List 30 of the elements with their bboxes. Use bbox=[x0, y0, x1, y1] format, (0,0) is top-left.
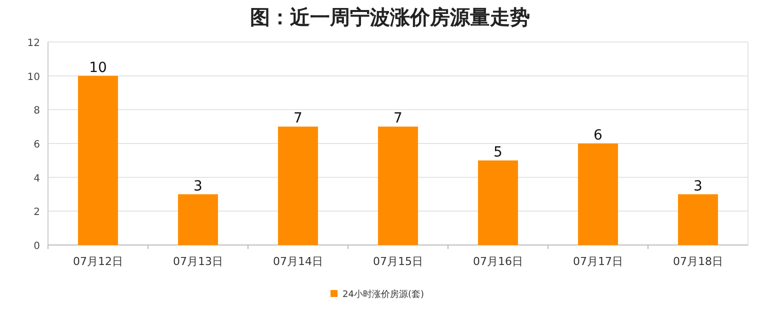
data-label: 7 bbox=[394, 110, 402, 127]
y-tick-label: 2 bbox=[34, 207, 40, 218]
x-tick-label: 07月18日 bbox=[673, 255, 723, 268]
y-tick-label: 8 bbox=[34, 106, 40, 117]
x-tick-label: 07月12日 bbox=[73, 255, 123, 268]
bar bbox=[478, 160, 518, 245]
data-label: 10 bbox=[89, 60, 107, 76]
bar bbox=[578, 144, 618, 245]
bar bbox=[678, 194, 718, 245]
y-tick-label: 12 bbox=[27, 38, 40, 49]
data-label: 6 bbox=[594, 128, 603, 144]
bar bbox=[378, 126, 418, 245]
y-tick-label: 6 bbox=[34, 140, 40, 150]
legend-label: 24小时涨价房源(套) bbox=[342, 289, 424, 300]
x-tick-label: 07月17日 bbox=[573, 255, 623, 268]
x-tick-label: 07月13日 bbox=[173, 255, 223, 268]
data-label: 7 bbox=[294, 110, 302, 127]
chart-title: 图：近一周宁波涨价房源量走势 bbox=[250, 5, 530, 29]
y-tick-label: 0 bbox=[34, 241, 40, 252]
data-label: 3 bbox=[694, 178, 702, 194]
bar bbox=[178, 194, 218, 245]
x-tick-label: 07月16日 bbox=[473, 255, 523, 268]
x-tick-label: 07月15日 bbox=[373, 255, 423, 268]
y-tick-label: 10 bbox=[27, 72, 40, 83]
data-label: 3 bbox=[194, 178, 202, 194]
y-tick-label: 4 bbox=[34, 173, 40, 184]
bar bbox=[278, 126, 318, 245]
bar bbox=[78, 76, 118, 245]
x-tick-label: 07月14日 bbox=[273, 255, 323, 268]
data-label: 5 bbox=[494, 144, 502, 160]
